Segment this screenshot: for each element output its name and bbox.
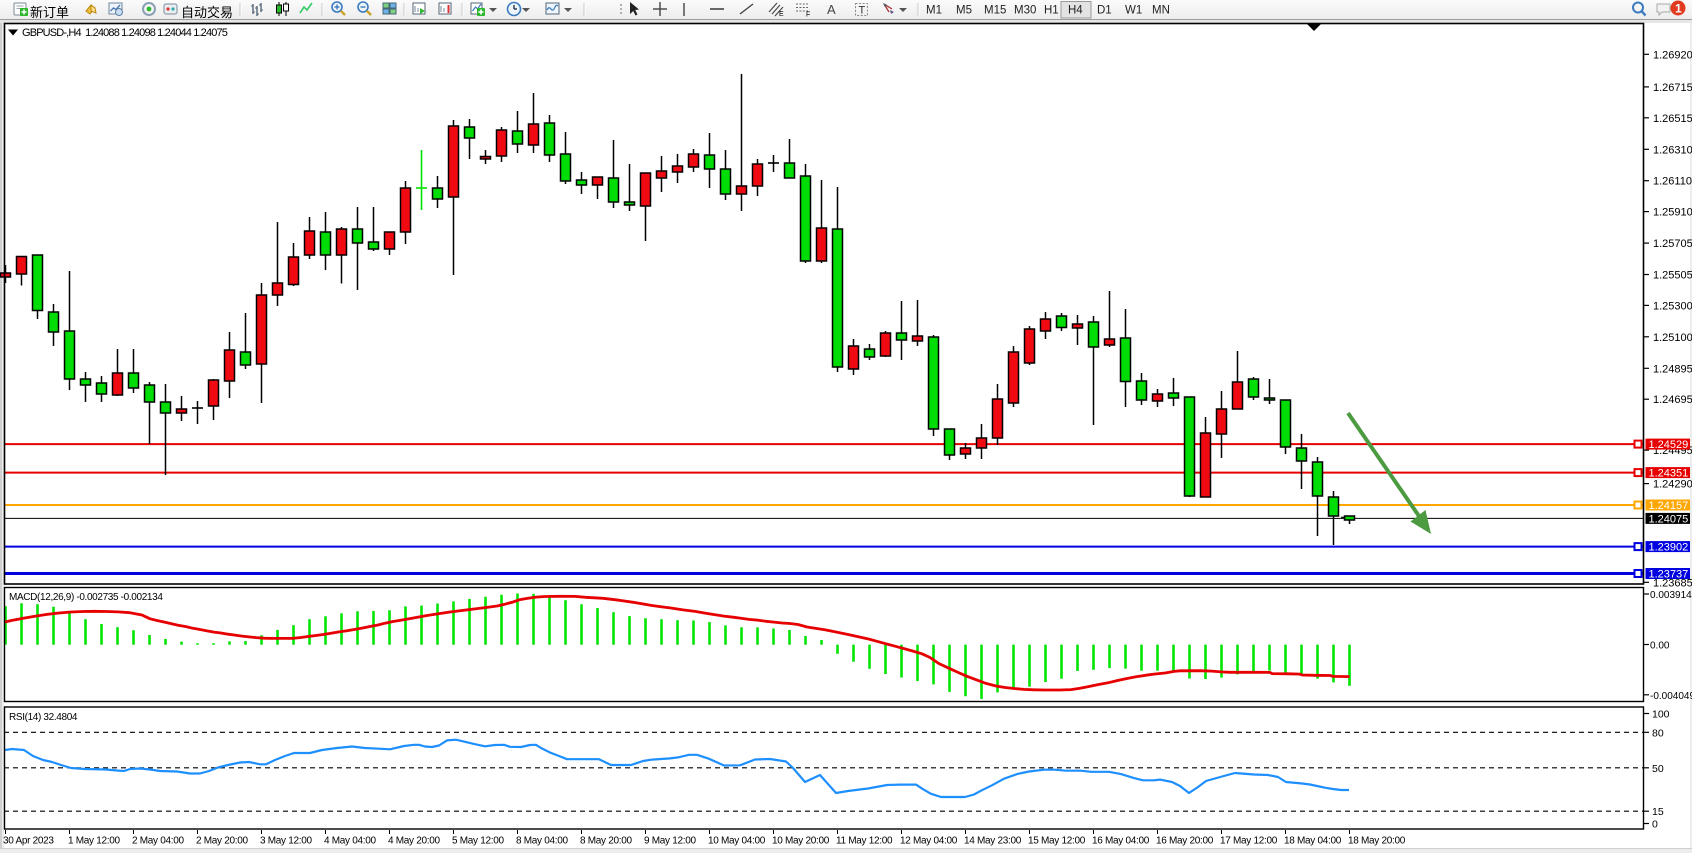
svg-text:16 May 04:00: 16 May 04:00	[1092, 836, 1150, 847]
svg-text:M5: M5	[956, 5, 972, 17]
svg-text:30 Apr 2023: 30 Apr 2023	[3, 836, 54, 847]
svg-text:9 May 12:00: 9 May 12:00	[644, 836, 696, 847]
svg-text:1.24075: 1.24075	[1649, 513, 1689, 525]
svg-text:0.003914: 0.003914	[1650, 590, 1692, 601]
svg-text:1.23902: 1.23902	[1649, 542, 1689, 554]
svg-text:MACD(12,26,9) -0.002735 -0.002: MACD(12,26,9) -0.002735 -0.002134	[9, 592, 163, 603]
svg-text:100: 100	[1652, 709, 1670, 721]
svg-text:1.25100: 1.25100	[1653, 332, 1692, 344]
svg-text:1.24529: 1.24529	[1649, 439, 1689, 451]
svg-text:1: 1	[1675, 2, 1682, 16]
svg-text:1.25300: 1.25300	[1653, 300, 1692, 312]
svg-text:1.26920: 1.26920	[1653, 49, 1692, 61]
svg-text:GBPUSD-,H4 1.24088 1.24098 1.: GBPUSD-,H4 1.24088 1.24098 1.24044 1.240…	[22, 27, 228, 39]
svg-text:1.24290: 1.24290	[1653, 479, 1692, 491]
svg-text:50: 50	[1652, 763, 1664, 775]
svg-text:15 May 12:00: 15 May 12:00	[1028, 836, 1086, 847]
svg-text:5 May 12:00: 5 May 12:00	[452, 836, 504, 847]
svg-text:D1: D1	[1097, 5, 1112, 17]
svg-text:H1: H1	[1044, 5, 1059, 17]
svg-text:0: 0	[1652, 819, 1658, 831]
svg-text:10 May 04:00: 10 May 04:00	[708, 836, 766, 847]
svg-text:4 May 04:00: 4 May 04:00	[324, 836, 376, 847]
svg-text:F: F	[806, 12, 810, 19]
svg-text:1.26715: 1.26715	[1653, 82, 1692, 94]
svg-text:8 May 20:00: 8 May 20:00	[580, 836, 632, 847]
svg-text:M1: M1	[926, 5, 942, 17]
svg-text:17 May 12:00: 17 May 12:00	[1220, 836, 1278, 847]
svg-text:1.25705: 1.25705	[1653, 238, 1692, 250]
svg-text:E: E	[779, 11, 784, 18]
svg-text:18 May 04:00: 18 May 04:00	[1284, 836, 1342, 847]
svg-text:1.25505: 1.25505	[1653, 270, 1692, 282]
svg-text:RSI(14) 32.4804: RSI(14) 32.4804	[9, 712, 78, 723]
svg-text:18 May 20:00: 18 May 20:00	[1348, 836, 1406, 847]
svg-text:H4: H4	[1068, 5, 1083, 17]
svg-text:MN: MN	[1152, 5, 1170, 17]
svg-text:-0.004049: -0.004049	[1650, 691, 1692, 702]
svg-text:1 May 12:00: 1 May 12:00	[68, 836, 120, 847]
svg-text:3 May 12:00: 3 May 12:00	[260, 836, 312, 847]
svg-text:M15: M15	[984, 5, 1006, 17]
svg-text:1.24895: 1.24895	[1653, 363, 1692, 375]
svg-text:80: 80	[1652, 727, 1664, 739]
svg-text:14 May 23:00: 14 May 23:00	[964, 836, 1022, 847]
svg-text:15: 15	[1652, 806, 1664, 818]
svg-text:1.25910: 1.25910	[1653, 207, 1692, 219]
svg-text:10 May 20:00: 10 May 20:00	[772, 836, 830, 847]
svg-text:1.26515: 1.26515	[1653, 113, 1692, 125]
svg-text:M30: M30	[1014, 5, 1036, 17]
svg-text:A: A	[827, 2, 836, 17]
svg-text:1.24157: 1.24157	[1649, 500, 1689, 512]
svg-text:1.24351: 1.24351	[1649, 468, 1689, 480]
svg-text:1.26310: 1.26310	[1653, 144, 1692, 156]
svg-text:16 May 20:00: 16 May 20:00	[1156, 836, 1214, 847]
svg-text:8 May 04:00: 8 May 04:00	[516, 836, 568, 847]
svg-text:4 May 20:00: 4 May 20:00	[388, 836, 440, 847]
svg-text:1.23685: 1.23685	[1653, 577, 1692, 589]
svg-text:W1: W1	[1125, 5, 1142, 17]
svg-text:0.00: 0.00	[1650, 641, 1670, 652]
svg-text:1.26110: 1.26110	[1653, 176, 1692, 188]
svg-text:2 May 20:00: 2 May 20:00	[196, 836, 248, 847]
svg-text:2 May 04:00: 2 May 04:00	[132, 836, 184, 847]
svg-text:11 May 12:00: 11 May 12:00	[836, 836, 893, 847]
svg-text:12 May 04:00: 12 May 04:00	[900, 836, 958, 847]
svg-text:T: T	[859, 5, 866, 17]
svg-text:1.24695: 1.24695	[1653, 394, 1692, 406]
svg-text:1.23737: 1.23737	[1649, 569, 1689, 581]
